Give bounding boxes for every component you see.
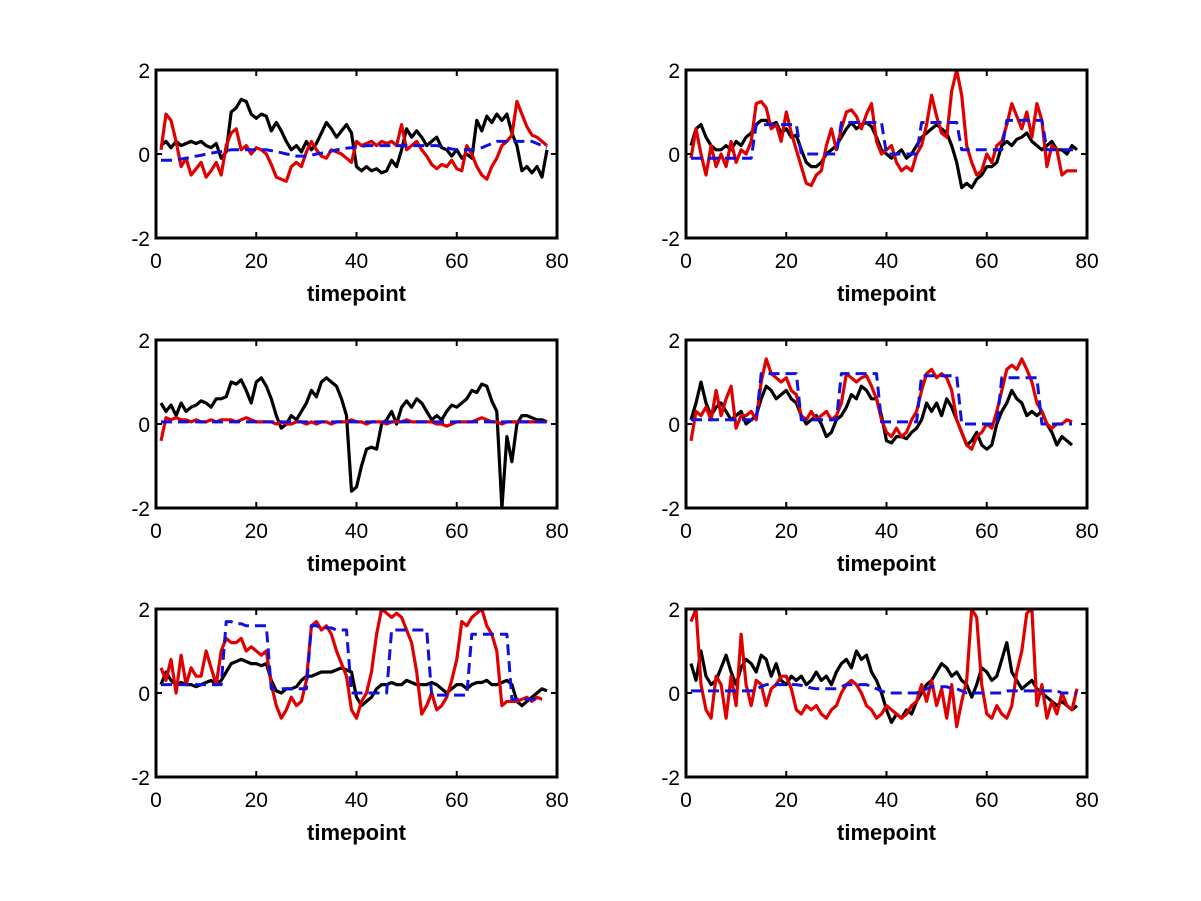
series-line-state bbox=[161, 620, 542, 701]
y-tick-label: -2 bbox=[661, 228, 680, 251]
x-tick-label: 60 bbox=[975, 520, 998, 543]
y-tick-label: 2 bbox=[668, 60, 680, 83]
x-tick-label: 0 bbox=[150, 520, 162, 543]
y-tick-label: -2 bbox=[131, 228, 150, 251]
y-tick-label: -2 bbox=[661, 767, 680, 790]
y-tick-label: 2 bbox=[138, 599, 150, 622]
y-tick-label: 0 bbox=[668, 144, 680, 167]
y-tick-label: 0 bbox=[668, 414, 680, 437]
plot-area bbox=[686, 609, 1087, 777]
series-line-estimate bbox=[689, 70, 1077, 188]
x-tick-label: 0 bbox=[150, 789, 162, 812]
y-tick-label: -2 bbox=[131, 767, 150, 790]
series-group bbox=[159, 97, 549, 183]
y-tick-label: 0 bbox=[668, 683, 680, 706]
x-tick-label: 0 bbox=[680, 520, 692, 543]
x-tick-label: 0 bbox=[680, 250, 692, 273]
x-tick-label: 20 bbox=[245, 789, 268, 812]
x-axis-label: timepoint bbox=[307, 281, 407, 306]
x-tick-label: 20 bbox=[245, 250, 268, 273]
series-group bbox=[689, 357, 1074, 451]
x-tick-label: 80 bbox=[1075, 520, 1098, 543]
x-axis-label: timepoint bbox=[837, 281, 937, 306]
series-line-observed bbox=[159, 376, 548, 508]
x-tick-label: 40 bbox=[875, 789, 898, 812]
series-line-estimate bbox=[689, 609, 1079, 729]
x-tick-label: 40 bbox=[345, 789, 368, 812]
y-tick-label: 0 bbox=[138, 414, 150, 437]
plot-area bbox=[686, 340, 1087, 508]
x-tick-label: 60 bbox=[445, 250, 468, 273]
x-tick-label: 40 bbox=[875, 250, 898, 273]
series-line-estimate bbox=[159, 99, 549, 183]
series-group bbox=[159, 609, 548, 720]
x-tick-label: 60 bbox=[445, 789, 468, 812]
x-tick-label: 20 bbox=[775, 789, 798, 812]
series-line-state bbox=[161, 139, 548, 162]
x-tick-label: 60 bbox=[445, 520, 468, 543]
series-group bbox=[159, 376, 548, 508]
series-line-state bbox=[691, 683, 1077, 695]
x-tick-label: 40 bbox=[345, 520, 368, 543]
x-tick-label: 0 bbox=[680, 789, 692, 812]
series-line-state bbox=[691, 118, 1077, 160]
x-tick-label: 60 bbox=[975, 250, 998, 273]
series-line-observed bbox=[159, 657, 548, 708]
y-tick-label: -2 bbox=[661, 498, 680, 521]
series-group bbox=[689, 609, 1079, 729]
x-tick-label: 60 bbox=[975, 789, 998, 812]
x-tick-label: 80 bbox=[545, 520, 568, 543]
x-tick-label: 40 bbox=[345, 250, 368, 273]
x-tick-label: 80 bbox=[545, 789, 568, 812]
x-axis-label: timepoint bbox=[307, 820, 407, 845]
y-tick-label: 2 bbox=[668, 330, 680, 353]
x-tick-label: 80 bbox=[1075, 250, 1098, 273]
x-axis-label: timepoint bbox=[837, 820, 937, 845]
x-tick-label: 80 bbox=[1075, 789, 1098, 812]
y-tick-label: 2 bbox=[138, 330, 150, 353]
plot-area bbox=[156, 340, 557, 508]
series-line-estimate bbox=[689, 357, 1073, 451]
x-tick-label: 20 bbox=[245, 520, 268, 543]
x-tick-label: 20 bbox=[775, 520, 798, 543]
y-tick-label: 0 bbox=[138, 683, 150, 706]
series-line-state bbox=[691, 372, 1072, 426]
x-tick-label: 20 bbox=[775, 250, 798, 273]
x-tick-label: 80 bbox=[545, 250, 568, 273]
x-axis-label: timepoint bbox=[307, 551, 407, 576]
x-axis-label: timepoint bbox=[837, 551, 937, 576]
y-tick-label: 2 bbox=[138, 60, 150, 83]
y-tick-label: 2 bbox=[668, 599, 680, 622]
series-line-observed bbox=[689, 640, 1079, 725]
y-tick-label: 0 bbox=[138, 144, 150, 167]
series-group bbox=[689, 70, 1079, 190]
x-tick-label: 0 bbox=[150, 250, 162, 273]
y-tick-label: -2 bbox=[131, 498, 150, 521]
x-tick-label: 40 bbox=[875, 520, 898, 543]
